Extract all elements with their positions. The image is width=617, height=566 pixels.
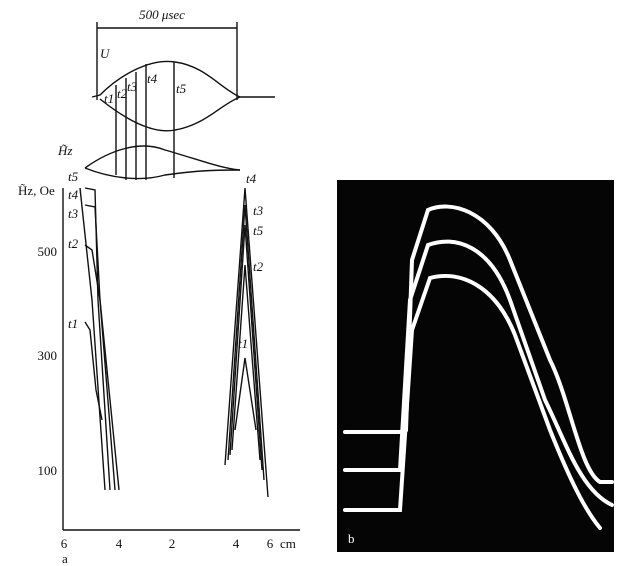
curve-label: t1 — [238, 336, 248, 351]
y-tick-label: 500 — [38, 244, 58, 259]
envelope — [91, 60, 275, 98]
panel-label: b — [348, 531, 355, 546]
waveform-panel: 500 μsec U t1 t2 t3 t4 t5 H̃z — [57, 7, 275, 180]
duration-label: 500 μsec — [139, 7, 185, 22]
y-tick-label: 100 — [38, 463, 58, 478]
curve-label: t1 — [68, 316, 78, 331]
curve-label: t3 — [68, 206, 79, 221]
x-tick-label: 4 — [116, 536, 123, 551]
x-tick-label: 6 — [267, 536, 274, 551]
time-label: t3 — [127, 79, 138, 94]
curve-label: t2 — [253, 259, 264, 274]
curves — [79, 187, 269, 498]
time-label: t5 — [176, 81, 187, 96]
x-unit: cm — [280, 536, 296, 551]
x-tick-label: 4 — [233, 536, 240, 551]
x-tick-label: 6 — [61, 536, 68, 551]
plot: H̃z, Oe 500 300 100 6 4 2 4 6 cm t5 t4 t… — [18, 169, 300, 566]
oscillogram-photo: b — [337, 180, 614, 552]
field-label: H̃z — [57, 143, 72, 158]
y-axis-label: H̃z, Oe — [18, 183, 55, 198]
curve-label: t5 — [68, 169, 79, 184]
time-label: t2 — [117, 86, 128, 101]
signal-label: U — [100, 46, 111, 61]
curve-label: t3 — [253, 203, 264, 218]
time-label: t1 — [104, 91, 114, 106]
field-envelope — [84, 145, 241, 171]
curve-label: t2 — [68, 236, 79, 251]
envelope — [99, 96, 241, 132]
field-envelope — [84, 167, 241, 180]
curve-label: t4 — [246, 171, 257, 186]
time-markers — [115, 62, 175, 180]
panel-label: a — [62, 551, 68, 566]
x-tick-label: 2 — [169, 536, 176, 551]
curve-label: t5 — [253, 223, 264, 238]
y-tick-label: 300 — [38, 348, 58, 363]
time-label: t4 — [147, 71, 158, 86]
curve-label: t4 — [68, 187, 79, 202]
